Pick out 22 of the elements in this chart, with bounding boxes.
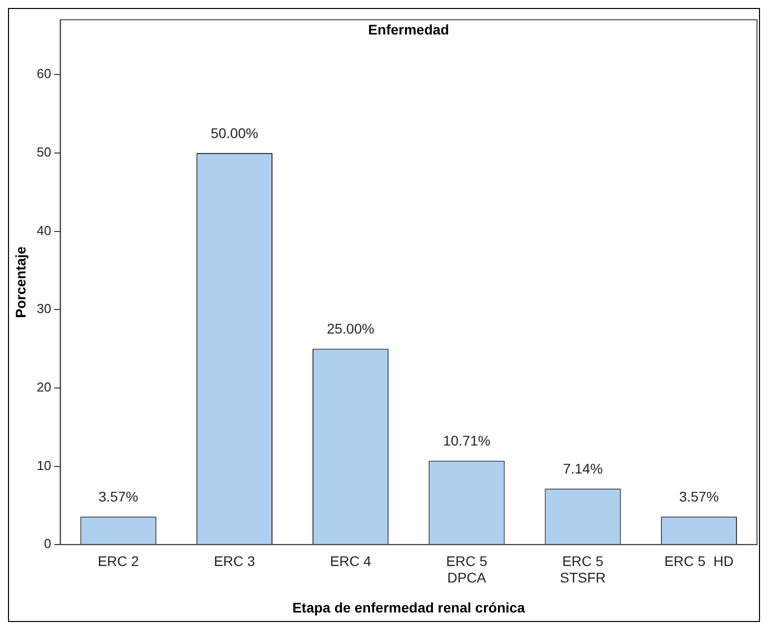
- x-tick-label: ERC 5 DPCA: [446, 552, 488, 586]
- y-tick-label: 20: [36, 380, 52, 395]
- data-label: 3.57%: [679, 488, 719, 504]
- y-tick-label: 10: [36, 458, 52, 473]
- y-tick-label: 0: [44, 536, 52, 552]
- y-axis-title: Porcentaje: [12, 246, 28, 318]
- data-label: 7.14%: [562, 460, 603, 477]
- x-axis-title: Etapa de enfermedad renal crónica: [292, 599, 526, 616]
- chart-title: Enfermedad: [368, 22, 450, 38]
- x-tick-label: ERC 5 STSFR: [560, 552, 606, 586]
- y-tick-label: 50: [36, 144, 52, 160]
- x-tick-label: ERC 5 HD: [664, 552, 734, 569]
- data-label: 25.00%: [326, 320, 374, 337]
- x-tick-label: ERC 3: [214, 552, 256, 569]
- y-tick-label: 60: [36, 66, 52, 82]
- x-tick-label: ERC 2: [98, 552, 140, 569]
- x-tick-label: ERC 4: [330, 552, 372, 569]
- data-label: 50.00%: [210, 124, 258, 141]
- data-label: 3.57%: [98, 488, 138, 504]
- data-label: 10.71%: [442, 432, 490, 449]
- y-tick-label: 40: [36, 222, 52, 238]
- y-tick-label: 30: [36, 301, 52, 316]
